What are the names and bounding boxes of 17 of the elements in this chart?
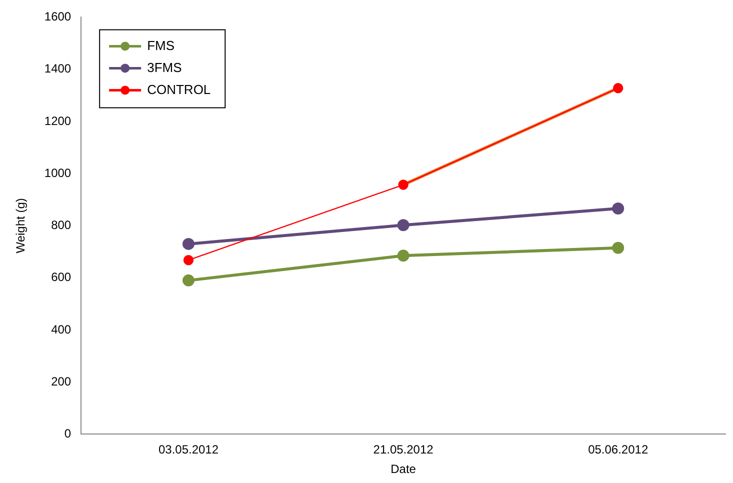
y-tick-label: 1200 [44,114,72,128]
x-axis-title: Date [390,462,416,476]
y-tick-label: 600 [51,270,72,284]
legend-label: 3FMS [147,60,182,75]
x-tick-label: 05.06.2012 [588,442,648,457]
y-axis-title: Weight (g) [14,198,28,254]
y-tick-label: 400 [51,322,72,336]
y-tick-label: 1600 [44,10,72,24]
y-tick-label: 1000 [44,166,72,180]
legend-label: FMS [147,38,175,53]
legend-label: CONTROL [147,82,211,97]
x-tick-label: 03.05.2012 [158,442,219,457]
y-tick-label: 200 [51,374,72,388]
x-tick-label: 21.05.2012 [373,442,434,457]
y-tick-label: 800 [51,218,72,232]
y-tick-label: 1400 [44,62,72,76]
y-tick-label: 0 [64,426,72,441]
